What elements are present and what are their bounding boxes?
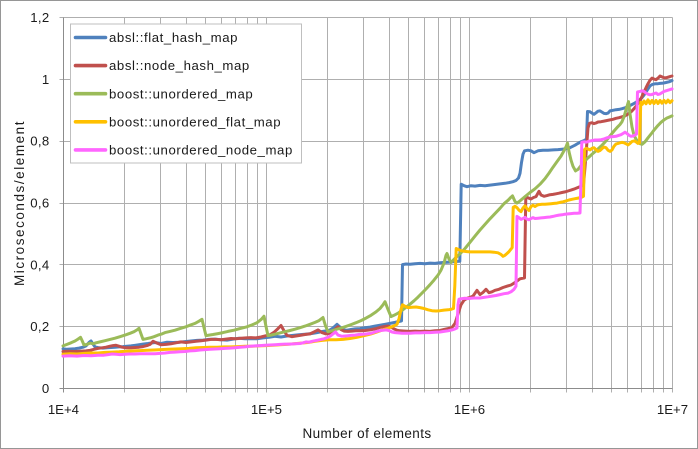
svg-text:1E+6: 1E+6	[454, 402, 485, 417]
svg-text:1,2: 1,2	[30, 10, 49, 25]
svg-text:0,6: 0,6	[30, 196, 49, 211]
svg-text:Microseconds/element: Microseconds/element	[12, 120, 27, 286]
svg-text:1E+4: 1E+4	[48, 402, 79, 417]
svg-text:Number of elements: Number of elements	[302, 426, 431, 441]
svg-text:1E+7: 1E+7	[657, 402, 688, 417]
svg-text:boost::unordered_flat_map: boost::unordered_flat_map	[109, 114, 281, 129]
svg-text:1E+5: 1E+5	[251, 402, 282, 417]
svg-text:0,2: 0,2	[30, 319, 49, 334]
svg-text:boost::unordered_node_map: boost::unordered_node_map	[109, 143, 293, 158]
svg-text:0,4: 0,4	[30, 257, 49, 272]
svg-text:0: 0	[42, 381, 50, 396]
svg-text:1: 1	[42, 72, 50, 87]
svg-text:0,8: 0,8	[30, 134, 49, 149]
svg-text:boost::unordered_map: boost::unordered_map	[109, 86, 253, 101]
svg-text:absl::flat_hash_map: absl::flat_hash_map	[109, 30, 238, 45]
svg-text:absl::node_hash_map: absl::node_hash_map	[109, 58, 250, 73]
